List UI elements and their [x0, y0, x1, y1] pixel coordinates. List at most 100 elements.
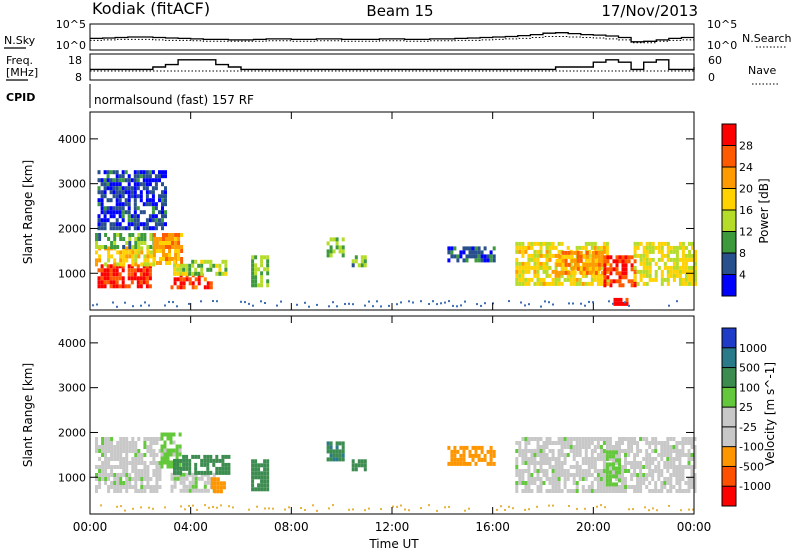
power-cell	[681, 241, 685, 246]
power-cell	[106, 170, 110, 175]
power-cell	[121, 186, 125, 191]
velocity-cell	[569, 489, 573, 493]
velocity-cell	[648, 461, 652, 465]
power-cell	[260, 279, 264, 284]
power-cell	[605, 245, 609, 250]
velocity-cell	[489, 445, 493, 450]
velocity-cell	[536, 489, 540, 493]
power-cell	[158, 178, 161, 183]
power-colorbar-tick-label: 12	[739, 226, 753, 239]
power-cell	[524, 269, 528, 274]
power-cell	[124, 198, 128, 203]
velocity-cell	[557, 449, 561, 453]
power-cell	[477, 258, 481, 263]
power-cell	[97, 190, 101, 195]
velocity-cell	[618, 489, 621, 493]
power-cell	[660, 253, 664, 258]
velocity-cell	[557, 477, 561, 481]
power-cell	[143, 254, 147, 259]
velocity-cell	[551, 457, 555, 461]
power-cell	[100, 210, 104, 215]
power-ground-cell	[328, 305, 330, 308]
power-cell	[600, 270, 604, 275]
power-cell	[115, 272, 119, 277]
power-cell	[113, 233, 117, 237]
power-ground-cell	[344, 303, 346, 305]
velocity-cell	[642, 437, 646, 441]
power-cell	[209, 259, 213, 264]
power-cell	[681, 249, 685, 254]
power-cell	[148, 214, 152, 219]
power-cell	[564, 266, 568, 271]
velocity-cell	[587, 465, 591, 469]
power-ground-cell	[304, 301, 306, 304]
velocity-cell	[624, 477, 627, 481]
power-cell	[145, 272, 149, 277]
power-cell	[613, 301, 617, 306]
velocity-cell	[672, 445, 676, 449]
velocity-cell	[636, 489, 640, 493]
power-cell	[118, 210, 122, 215]
power-cell	[609, 283, 613, 288]
power-cell	[621, 275, 625, 280]
velocity-ground-cell	[448, 505, 450, 508]
power-cell	[596, 269, 600, 274]
power-ground-cell	[452, 304, 454, 307]
power-cell	[143, 262, 147, 267]
velocity-cell	[612, 445, 615, 449]
freq-right-tick-bottom: 0	[708, 71, 715, 84]
velocity-colorbar-tick-label: 100	[739, 381, 760, 394]
radar-title: Kodiak (fitACF)	[92, 0, 210, 18]
power-cell	[95, 241, 98, 245]
velocity-cell	[173, 476, 177, 481]
velocity-cell	[185, 472, 189, 477]
velocity-cell	[134, 481, 138, 485]
velocity-cell	[678, 457, 682, 461]
power-cell	[518, 281, 522, 286]
velocity-cell	[596, 437, 600, 441]
power-cell	[527, 265, 531, 270]
power-cell	[624, 267, 628, 272]
power-cell	[645, 257, 649, 262]
power-cell	[118, 194, 122, 199]
velocity-cell	[254, 467, 258, 472]
velocity-cell	[654, 469, 658, 473]
velocity-cell	[218, 470, 222, 475]
velocity-cell	[266, 475, 270, 480]
power-cell	[97, 170, 101, 175]
power-ground-cell	[216, 300, 218, 303]
velocity-cell	[539, 457, 543, 461]
velocity-cell	[203, 458, 207, 463]
power-ground-cell	[148, 304, 150, 307]
velocity-cell	[536, 441, 540, 445]
power-cell	[515, 249, 519, 254]
power-cell	[518, 261, 522, 266]
power-cell	[142, 178, 146, 183]
velocity-cell	[575, 441, 579, 445]
power-cell	[564, 262, 568, 267]
velocity-cell	[666, 481, 670, 485]
velocity-ground-cell	[380, 508, 382, 511]
power-cell	[103, 272, 107, 277]
power-cell	[624, 259, 628, 264]
power-ground-cell	[244, 301, 246, 304]
power-cell	[558, 270, 562, 275]
velocity-cell	[605, 478, 609, 483]
velocity-cell	[572, 489, 576, 493]
velocity-cell	[149, 437, 153, 441]
velocity-cell	[557, 437, 561, 441]
velocity-cell	[158, 477, 162, 481]
velocity-cell	[152, 485, 156, 489]
power-cell	[633, 241, 637, 246]
power-cell	[127, 268, 131, 273]
range-tick-label: 4000	[58, 133, 86, 146]
velocity-cell	[596, 485, 600, 489]
power-cell	[136, 182, 140, 187]
velocity-cell	[693, 481, 697, 485]
velocity-cell	[125, 485, 129, 489]
power-cell	[171, 257, 174, 261]
power-cell	[107, 246, 111, 251]
velocity-cell	[666, 437, 670, 441]
velocity-cell	[602, 481, 606, 485]
power-cell	[645, 241, 649, 246]
